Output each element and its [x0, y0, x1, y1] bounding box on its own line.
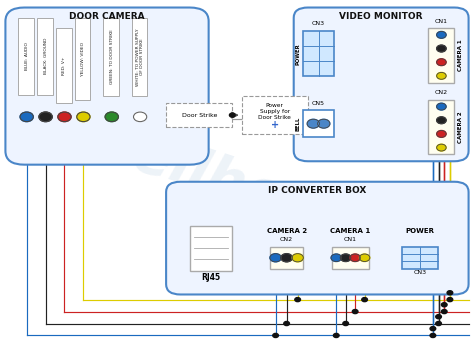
Circle shape: [436, 315, 441, 319]
Circle shape: [333, 333, 339, 338]
Text: GREEN: TO DOOR STRIKE: GREEN: TO DOOR STRIKE: [110, 29, 114, 84]
Text: RED: V+: RED: V+: [63, 56, 66, 75]
Text: BELL: BELL: [296, 117, 301, 131]
Circle shape: [437, 130, 446, 137]
Text: WHITE: TO POWER SUPPLY
OF DOOR STRIKE: WHITE: TO POWER SUPPLY OF DOOR STRIKE: [136, 28, 145, 86]
Text: YELLOW: VIDEO: YELLOW: VIDEO: [82, 42, 85, 76]
Text: CN2: CN2: [280, 237, 293, 241]
Bar: [103, 18, 119, 96]
Circle shape: [343, 321, 348, 326]
Text: CN3: CN3: [312, 21, 325, 26]
Circle shape: [437, 45, 446, 52]
Text: CN1: CN1: [435, 19, 448, 24]
Bar: [303, 110, 334, 137]
Text: CAMERA 2: CAMERA 2: [458, 111, 463, 143]
Circle shape: [58, 112, 71, 122]
Circle shape: [270, 254, 281, 262]
Bar: [270, 247, 303, 269]
Text: BLACK: GROUND: BLACK: GROUND: [44, 38, 47, 74]
Circle shape: [352, 309, 358, 314]
Bar: [37, 18, 53, 95]
Circle shape: [331, 254, 341, 261]
Circle shape: [437, 59, 446, 66]
Text: CAMERA 1: CAMERA 1: [458, 39, 463, 71]
Text: POWER: POWER: [296, 43, 301, 64]
Text: CN2: CN2: [435, 90, 448, 95]
Circle shape: [441, 303, 447, 307]
Circle shape: [39, 112, 52, 122]
Circle shape: [318, 119, 330, 128]
Bar: [18, 18, 34, 95]
Circle shape: [430, 327, 436, 331]
Text: POWER: POWER: [406, 228, 435, 234]
Text: VIDEO MONITOR: VIDEO MONITOR: [339, 12, 423, 21]
Text: CN3: CN3: [414, 270, 427, 275]
Bar: [56, 28, 72, 103]
Bar: [303, 32, 334, 76]
FancyBboxPatch shape: [5, 8, 209, 165]
Circle shape: [340, 254, 351, 261]
Circle shape: [436, 321, 441, 326]
Circle shape: [295, 298, 301, 301]
Circle shape: [20, 112, 33, 122]
Bar: [166, 103, 232, 127]
Bar: [242, 96, 308, 134]
Bar: [402, 247, 438, 269]
FancyBboxPatch shape: [166, 182, 469, 295]
Circle shape: [273, 333, 278, 338]
Text: Door Strike: Door Strike: [182, 113, 217, 118]
Text: DOOR CAMERA: DOOR CAMERA: [69, 12, 145, 21]
Circle shape: [281, 254, 292, 262]
Circle shape: [437, 103, 446, 110]
Bar: [190, 226, 232, 271]
Circle shape: [430, 333, 436, 338]
Bar: [428, 28, 455, 83]
Text: CN1: CN1: [344, 237, 357, 241]
Circle shape: [284, 321, 290, 326]
Bar: [428, 100, 455, 154]
Circle shape: [447, 298, 453, 301]
Bar: [132, 18, 147, 96]
Text: CN5: CN5: [312, 101, 325, 106]
Text: BLUE: AUDIO: BLUE: AUDIO: [25, 42, 29, 70]
Text: bellhow: bellhow: [89, 115, 338, 242]
Text: Power
Supply for
Door Strike: Power Supply for Door Strike: [258, 103, 291, 120]
Circle shape: [359, 254, 370, 261]
Circle shape: [350, 254, 360, 261]
Circle shape: [441, 309, 447, 314]
Text: CAMERA 2: CAMERA 2: [266, 228, 307, 234]
Bar: [75, 18, 91, 100]
Circle shape: [292, 254, 303, 262]
Circle shape: [229, 113, 235, 117]
Circle shape: [362, 298, 367, 301]
Circle shape: [437, 72, 446, 79]
Circle shape: [437, 117, 446, 124]
FancyBboxPatch shape: [294, 8, 469, 161]
Text: +: +: [271, 120, 279, 130]
Circle shape: [447, 291, 453, 295]
Circle shape: [437, 32, 446, 38]
Text: IP CONVERTER BOX: IP CONVERTER BOX: [268, 186, 366, 195]
Circle shape: [134, 112, 147, 122]
Bar: [331, 247, 369, 269]
Circle shape: [437, 144, 446, 151]
Circle shape: [307, 119, 319, 128]
Circle shape: [105, 112, 118, 122]
Circle shape: [77, 112, 90, 122]
Text: RJ45: RJ45: [201, 273, 220, 282]
Text: CAMERA 1: CAMERA 1: [330, 228, 371, 234]
